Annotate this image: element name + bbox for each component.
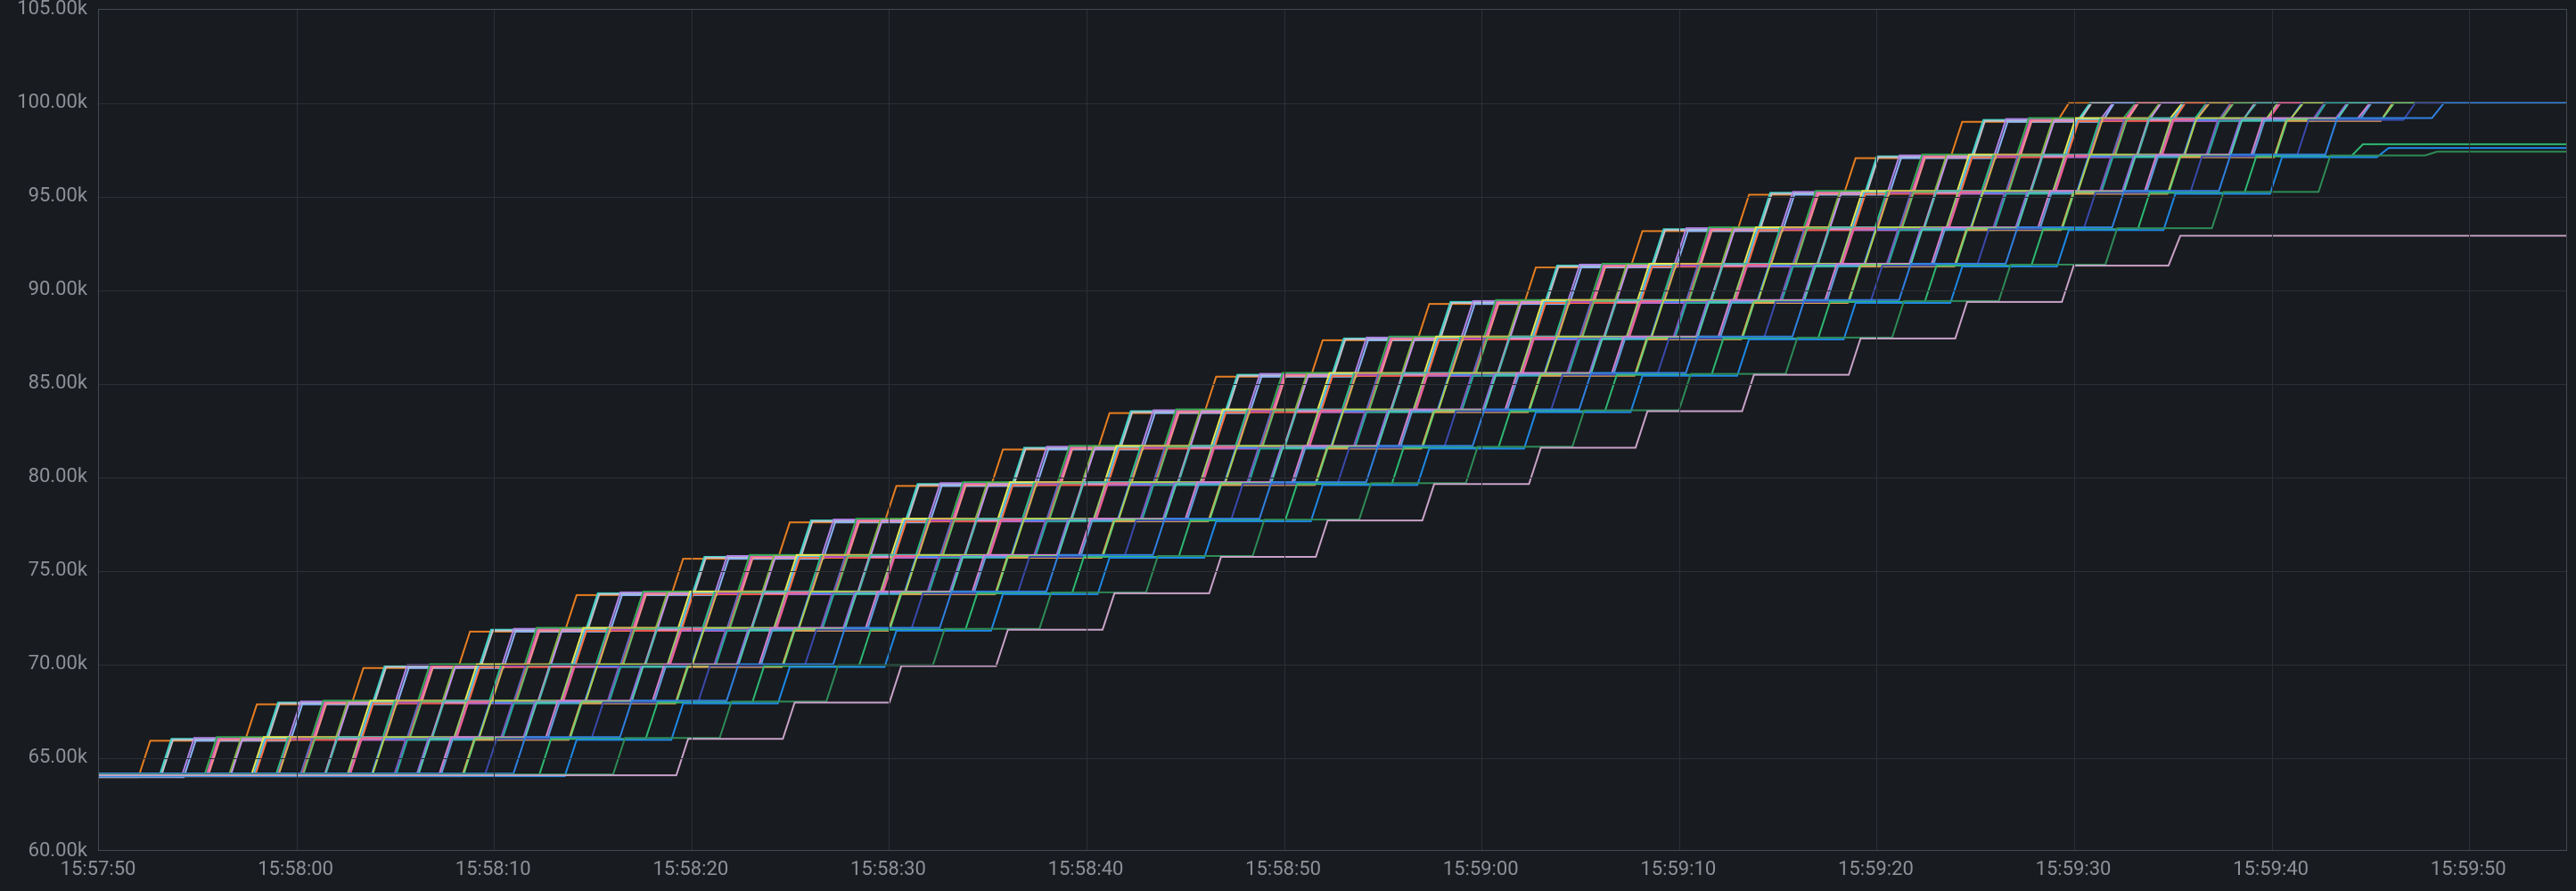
series-line: [99, 103, 2566, 773]
plot-area: [98, 9, 2567, 851]
gridline-horizontal: [99, 571, 2566, 572]
y-axis-tick-label: 75.00k: [29, 560, 87, 580]
x-axis-tick-label: 15:58:50: [1245, 860, 1321, 879]
x-axis-tick-label: 15:58:30: [850, 860, 926, 879]
gridline-horizontal: [99, 384, 2566, 385]
gridline-vertical: [2469, 10, 2470, 850]
y-axis-tick-label: 100.00k: [17, 93, 87, 112]
gridline-vertical: [1284, 10, 1285, 850]
x-axis-tick-label: 15:59:30: [2036, 860, 2112, 879]
gridline-vertical: [2074, 10, 2075, 850]
series-line: [99, 103, 2566, 775]
x-axis-tick-label: 15:59:20: [1838, 860, 1914, 879]
y-axis-tick-label: 80.00k: [29, 467, 87, 486]
series-line: [99, 103, 2566, 773]
x-axis-tick-label: 15:59:10: [1640, 860, 1716, 879]
series-line: [99, 103, 2566, 773]
gridline-vertical: [1481, 10, 1482, 850]
x-axis-tick-label: 15:58:10: [455, 860, 531, 879]
x-axis-tick-label: 15:58:20: [652, 860, 728, 879]
gridline-horizontal: [99, 290, 2566, 291]
series-line: [99, 103, 2566, 773]
series-line: [99, 144, 2566, 775]
gridline-vertical: [297, 10, 298, 850]
y-axis-tick-label: 70.00k: [29, 654, 87, 674]
gridline-vertical: [2272, 10, 2273, 850]
gridline-horizontal: [99, 197, 2566, 198]
x-axis-tick-label: 15:59:00: [1443, 860, 1519, 879]
gridline-horizontal: [99, 103, 2566, 104]
y-axis-tick-label: 85.00k: [29, 373, 87, 393]
series-line: [99, 103, 2566, 773]
x-axis-tick-label: 15:58:40: [1048, 860, 1124, 879]
gridline-vertical: [889, 10, 890, 850]
x-axis-tick-label: 15:58:00: [258, 860, 333, 879]
y-axis-tick-label: 95.00k: [29, 186, 87, 206]
gridline-vertical: [1876, 10, 1877, 850]
line-series-layer: [99, 10, 2566, 850]
series-line: [99, 151, 2566, 774]
series-line: [99, 148, 2566, 776]
gridline-vertical: [1679, 10, 1680, 850]
series-line: [99, 103, 2566, 773]
x-axis-tick-label: 15:57:50: [61, 860, 136, 879]
y-axis-tick-label: 105.00k: [17, 0, 87, 19]
y-axis-tick-label: 90.00k: [29, 280, 87, 299]
gridline-vertical: [494, 10, 495, 850]
x-axis-tick-label: 15:59:40: [2233, 860, 2309, 879]
gridline-vertical: [692, 10, 693, 850]
gridline-horizontal: [99, 665, 2566, 666]
gridline-horizontal: [99, 758, 2566, 759]
series-line: [99, 103, 2566, 773]
y-axis-tick-label: 65.00k: [29, 748, 87, 767]
x-axis-tick-label: 15:59:50: [2431, 860, 2506, 879]
chart-panel: 60.00k65.00k70.00k75.00k80.00k85.00k90.0…: [0, 0, 2576, 891]
